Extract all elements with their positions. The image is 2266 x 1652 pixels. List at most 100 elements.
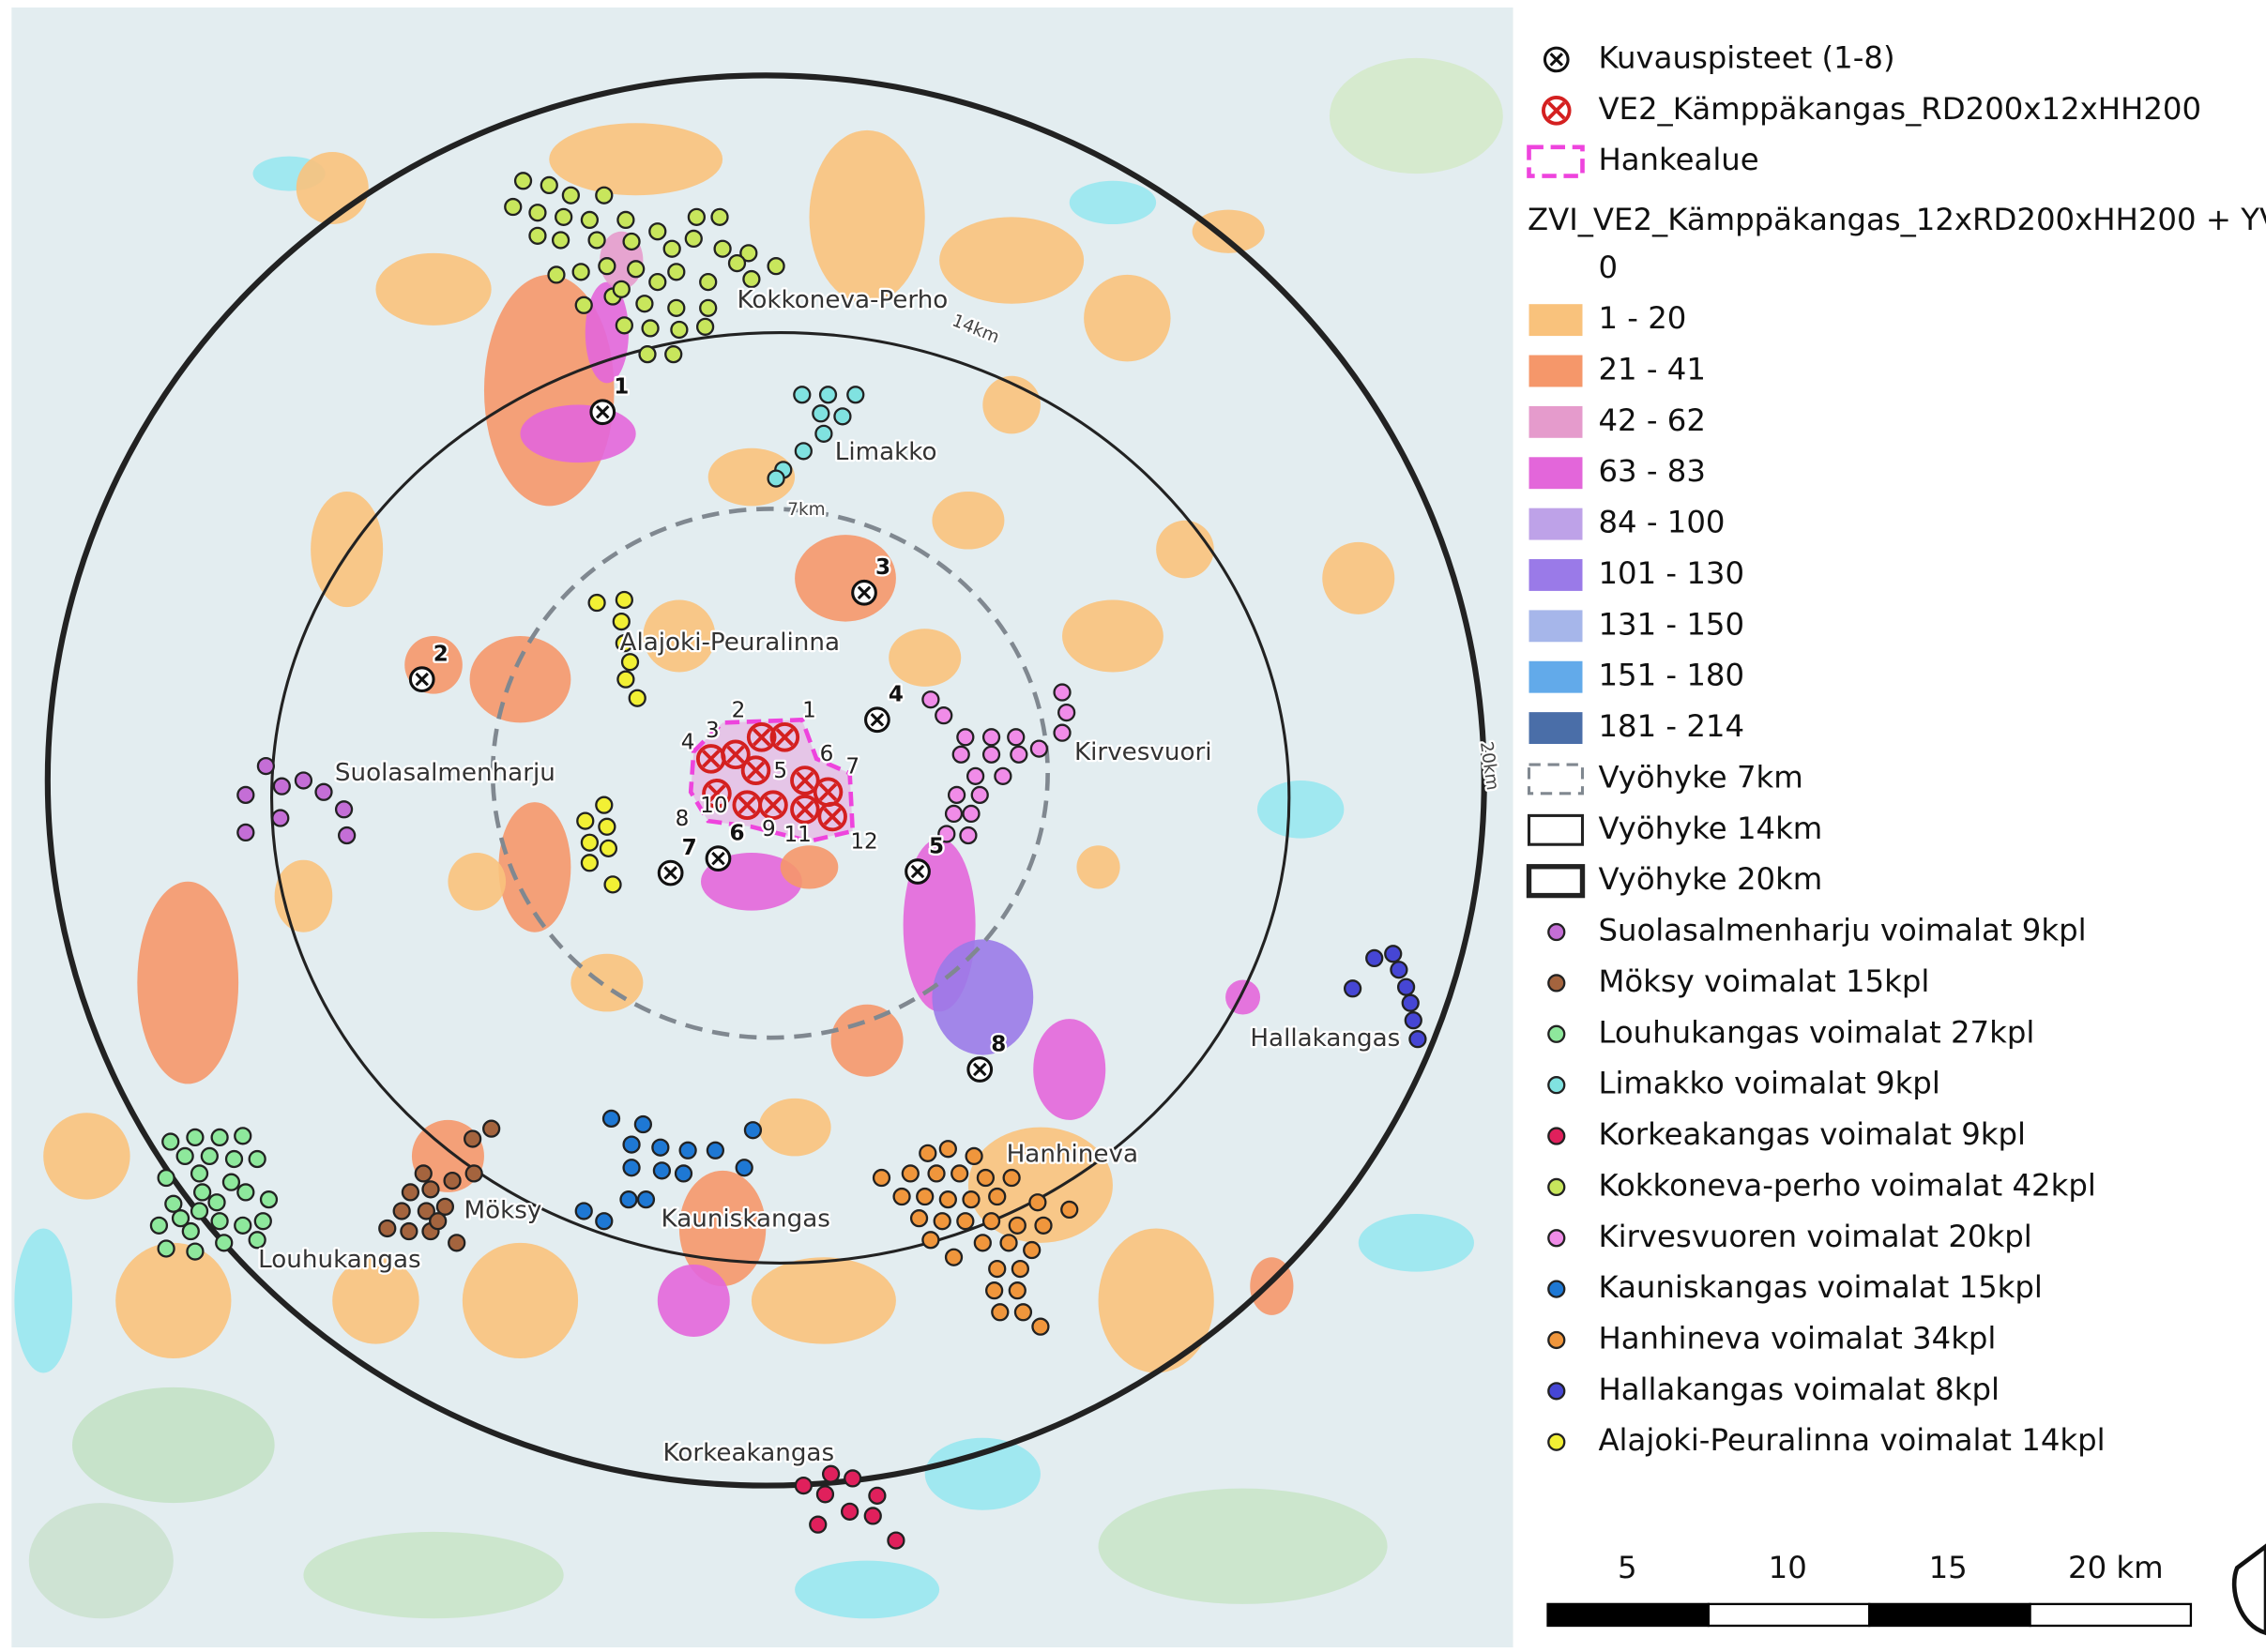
zone-20km [44, 72, 1487, 1489]
place-label: Alajoki-Peuralinna [620, 629, 840, 657]
zvi-area [1098, 1228, 1214, 1373]
wind-turbine [999, 1234, 1018, 1252]
zvi-area [780, 845, 839, 889]
zvi-area [939, 217, 1085, 304]
wind-turbine [794, 1476, 813, 1495]
wind-turbine [944, 1248, 964, 1266]
wind-turbine [482, 1119, 501, 1138]
turbine-cross [726, 745, 745, 764]
turbine-cross [1547, 101, 1566, 120]
turbine-symbol [1541, 96, 1572, 126]
wind-turbine [580, 833, 600, 852]
turbine-label: 7 [845, 755, 859, 780]
viewpoint-label: 3 [875, 555, 890, 580]
legend-label: 0 [1598, 250, 1618, 285]
wind-turbine [603, 875, 622, 894]
turbine-label: 4 [681, 730, 695, 754]
legend-label: 1 - 20 [1598, 300, 1686, 336]
wind-turbine [919, 1144, 937, 1162]
turbine-symbol [702, 779, 732, 809]
wind-turbine [687, 207, 706, 226]
wind-turbine [248, 1231, 266, 1250]
turbine-cross [752, 728, 771, 747]
wind-turbine [635, 295, 654, 313]
zvi-area [1156, 520, 1214, 579]
wind-turbine [615, 590, 633, 610]
wind-turbine [863, 1507, 882, 1525]
wind-turbine [699, 272, 718, 292]
turbine-label: 1 [802, 699, 816, 723]
wind-turbine [636, 1190, 656, 1209]
legend-swatch [1547, 1280, 1566, 1298]
legend-swatch [1528, 508, 1583, 540]
wind-turbine [555, 207, 573, 226]
turbine-cross [746, 761, 766, 780]
legend-label: Korkeakangas voimalat 9kpl [1598, 1116, 2026, 1152]
wind-turbine [580, 854, 600, 872]
wind-turbine [667, 263, 686, 281]
legend-swatch [1547, 1177, 1566, 1197]
legend-label: 63 - 83 [1598, 453, 1706, 489]
wind-turbine [1343, 979, 1362, 998]
legend-label: 181 - 214 [1598, 708, 1744, 744]
wind-turbine [767, 257, 785, 276]
place-label: Möksy [464, 1196, 542, 1224]
wind-turbine [622, 232, 641, 251]
wind-turbine [814, 424, 833, 443]
wind-turbine [868, 1486, 887, 1505]
wind-turbine [1365, 948, 1384, 968]
legend-swatch [1528, 559, 1583, 591]
wind-turbine [253, 1212, 272, 1231]
terrain-patch [1329, 57, 1503, 174]
wind-turbine [793, 386, 812, 404]
wind-turbine [622, 1159, 641, 1177]
turbine-symbol [732, 790, 763, 820]
wind-turbine [236, 785, 255, 805]
legend-swatch [1528, 610, 1583, 643]
viewpoint-cross [1549, 53, 1564, 67]
turbine-label: 3 [706, 719, 720, 743]
wind-turbine [210, 1212, 229, 1231]
legend-label: Vyöhyke 20km [1598, 861, 1822, 897]
terrain-patch [1098, 1488, 1388, 1604]
wind-turbine [334, 800, 354, 819]
viewpoint-cross [663, 866, 677, 880]
wind-turbine [938, 1140, 957, 1159]
wind-turbine [417, 1202, 435, 1220]
legend-swatch [1528, 712, 1583, 745]
wind-turbine [821, 1464, 841, 1483]
wind-turbine [599, 839, 618, 857]
legend-label: 131 - 150 [1598, 606, 1744, 642]
wind-turbine [846, 386, 865, 404]
wind-turbine [991, 1303, 1010, 1322]
wind-turbine [988, 1187, 1007, 1206]
legend-swatch [1547, 922, 1566, 942]
wind-turbine [892, 1187, 911, 1206]
legend-swatch [1527, 813, 1585, 846]
viewpoint-cross [711, 851, 725, 866]
wind-turbine [627, 260, 646, 279]
legend-swatch [1547, 1076, 1566, 1095]
zvi-area [830, 1004, 904, 1077]
turbine-label: 12 [850, 830, 877, 855]
wind-turbine [988, 1259, 1007, 1279]
wind-turbine [648, 222, 667, 241]
zvi-area [43, 1113, 130, 1200]
viewpoint-cross [857, 585, 872, 600]
legend-swatch [1528, 304, 1583, 337]
wind-turbine [161, 1132, 180, 1151]
zvi-area [932, 939, 1034, 1055]
zone-7km [490, 507, 1050, 1040]
wind-turbine [181, 1221, 200, 1241]
viewpoint-cross [596, 404, 610, 419]
legend-label: Louhukangas voimalat 27kpl [1598, 1014, 2034, 1050]
legend-label: ZVI_VE2_Kämppäkangas_12xRD200xHH200 + YV [1528, 202, 2266, 237]
wind-turbine [587, 593, 606, 613]
wind-turbine [1029, 739, 1049, 758]
wind-turbine [648, 272, 667, 292]
wind-turbine [981, 1212, 1001, 1231]
viewpoint-cross [415, 672, 429, 687]
wind-turbine [1011, 1259, 1029, 1279]
wind-turbine [1401, 993, 1420, 1012]
